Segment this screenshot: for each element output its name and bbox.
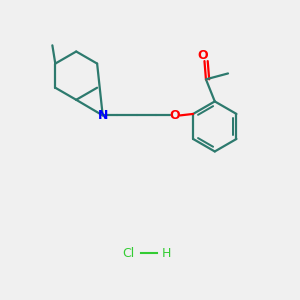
Text: O: O <box>169 109 180 122</box>
Text: O: O <box>198 49 208 62</box>
Text: N: N <box>98 109 108 122</box>
Text: H: H <box>161 247 171 260</box>
Text: Cl: Cl <box>122 247 134 260</box>
